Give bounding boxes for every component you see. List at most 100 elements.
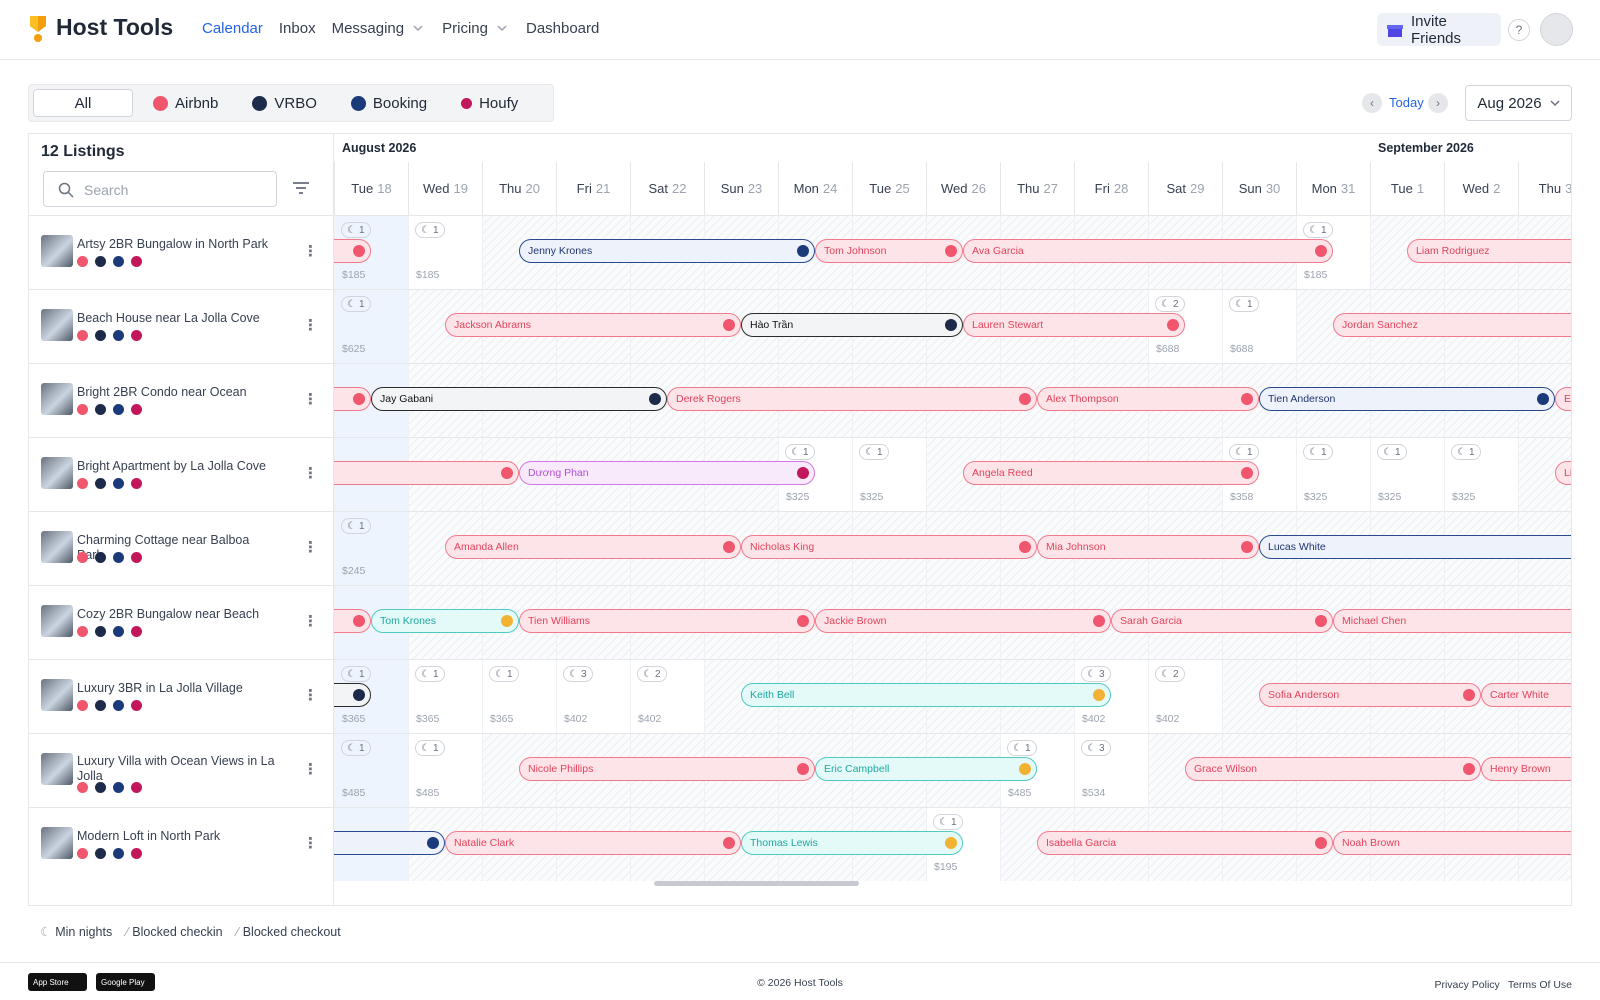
nav-item[interactable]: Dashboard	[525, 20, 600, 37]
moon-icon: ☾	[1235, 446, 1244, 458]
reservation[interactable]: Tom Johnson	[815, 239, 963, 263]
reservation[interactable]: Eric Campbell	[815, 757, 1037, 781]
day-cell[interactable]: ☾ 2 $402	[1148, 659, 1222, 733]
reservation[interactable]	[334, 683, 371, 707]
listing-menu[interactable]: ⋮	[303, 243, 318, 260]
day-cell[interactable]: ☾ 1 $365	[408, 659, 482, 733]
listing-menu[interactable]: ⋮	[303, 687, 318, 704]
scrollbar[interactable]	[654, 881, 859, 886]
filter-icon[interactable]	[292, 181, 310, 195]
listing-menu[interactable]: ⋮	[303, 539, 318, 556]
reservation[interactable]: Lauren Stewart	[963, 313, 1185, 337]
reservation[interactable]	[334, 239, 371, 263]
reservation[interactable]: Derek Rogers	[667, 387, 1037, 411]
reservation[interactable]: Lucas White	[1259, 535, 1571, 559]
day-cell[interactable]: ☾ 3 $534	[1074, 733, 1148, 807]
footer-link[interactable]: Terms Of Use	[1507, 979, 1572, 991]
google-play-badge[interactable]: Google Play	[96, 973, 155, 991]
listing-thumbnail	[41, 457, 73, 489]
prev-button[interactable]: ‹	[1362, 93, 1382, 113]
reservation[interactable]: Hào Trần	[741, 313, 963, 337]
day-cell[interactable]: ☾ 1 $485	[1000, 733, 1074, 807]
reservation[interactable]: Ava Garcia	[963, 239, 1333, 263]
day-cell[interactable]: ☾ 3 $402	[556, 659, 630, 733]
reservation[interactable]: Jenny Krones	[519, 239, 815, 263]
reservation[interactable]: Grace Wilson	[1185, 757, 1481, 781]
reservation[interactable]: Nicholas King	[741, 535, 1037, 559]
channel-icon	[723, 319, 735, 331]
guest-name: Derek Rogers	[676, 393, 741, 405]
reservation[interactable]	[334, 609, 371, 633]
price: $358	[1230, 491, 1254, 503]
reservation[interactable]: Natalie Clark	[445, 831, 741, 855]
tab[interactable]: All	[33, 89, 133, 117]
day-cell[interactable]: ☾ 2 $402	[630, 659, 704, 733]
nav-item[interactable]: Calendar	[202, 20, 263, 37]
nav-item[interactable]: Pricing	[442, 20, 510, 37]
tab[interactable]: Airbnb	[139, 89, 232, 117]
reservation[interactable]: Sofia Anderson	[1259, 683, 1481, 707]
avatar[interactable]	[1540, 13, 1573, 46]
day-cell[interactable]: ☾ 1 $325	[1296, 437, 1370, 511]
day-cell[interactable]: ☾ 1 $625	[334, 289, 408, 363]
day-cell[interactable]: ☾ 1 $325	[852, 437, 926, 511]
reservation[interactable]: Amanda Allen	[445, 535, 741, 559]
listing-menu[interactable]: ⋮	[303, 835, 318, 852]
reservation[interactable]: Michael Chen	[1333, 609, 1571, 633]
listing-menu[interactable]: ⋮	[303, 613, 318, 630]
reservation[interactable]: Thomas Lewis	[741, 831, 963, 855]
reservation[interactable]: Carter White	[1481, 683, 1571, 707]
nav-item[interactable]: Inbox	[278, 20, 316, 37]
reservation[interactable]: Henry Brown	[1481, 757, 1571, 781]
reservation[interactable]: Jordan Sanchez	[1333, 313, 1571, 337]
reservation[interactable]: Mia Johnson	[1037, 535, 1259, 559]
reservation[interactable]	[334, 387, 371, 411]
day-cell[interactable]: ☾ 1 $485	[334, 733, 408, 807]
month-select[interactable]: Aug 2026	[1465, 85, 1572, 121]
reservation[interactable]: Tom Krones	[371, 609, 519, 633]
price: $185	[1304, 269, 1328, 281]
reservation[interactable]: Jackie Brown	[815, 609, 1111, 633]
reservation[interactable]: Tien Anderson	[1259, 387, 1555, 411]
next-button[interactable]: ›	[1428, 93, 1448, 113]
min-nights-value: 1	[432, 742, 439, 754]
footer-link[interactable]: Privacy Policy	[1434, 979, 1500, 991]
listing-menu[interactable]: ⋮	[303, 465, 318, 482]
reservation[interactable]	[334, 831, 445, 855]
listing-menu[interactable]: ⋮	[303, 317, 318, 334]
listing-menu[interactable]: ⋮	[303, 761, 318, 778]
day-cell[interactable]: ☾ 1 $365	[482, 659, 556, 733]
reservation[interactable]: Isabella Garcia	[1037, 831, 1333, 855]
tab[interactable]: Houfy	[447, 89, 532, 117]
reservation[interactable]: Liam Rodriguez	[1407, 239, 1571, 263]
listing-menu[interactable]: ⋮	[303, 391, 318, 408]
day-cell[interactable]: ☾ 1 $245	[334, 511, 408, 585]
reservation[interactable]: Keith Bell	[741, 683, 1111, 707]
invite-button[interactable]: Invite Friends	[1377, 13, 1501, 47]
day-cell[interactable]: ☾ 1 $688	[1222, 289, 1296, 363]
day-cell[interactable]: ☾ 1 $185	[408, 215, 482, 289]
day-cell[interactable]: ☾ 1 $485	[408, 733, 482, 807]
reservation[interactable]	[334, 461, 519, 485]
reservation[interactable]: Nicole Phillips	[519, 757, 815, 781]
reservation[interactable]: Dương Phan	[519, 461, 815, 485]
reservation[interactable]: Li	[1555, 461, 1571, 485]
day-cell[interactable]: ☾ 1 $325	[1370, 437, 1444, 511]
reservation[interactable]: Noah Brown	[1333, 831, 1571, 855]
tab[interactable]: Booking	[337, 89, 441, 117]
reservation[interactable]: Jackson Abrams	[445, 313, 741, 337]
reservation[interactable]: Tien Williams	[519, 609, 815, 633]
tab[interactable]: VRBO	[238, 89, 331, 117]
reservation[interactable]: Et	[1555, 387, 1571, 411]
today-button[interactable]: Today	[1389, 95, 1424, 110]
reservation[interactable]: Alex Thompson	[1037, 387, 1259, 411]
reservation[interactable]: Sarah Garcia	[1111, 609, 1333, 633]
nav-item[interactable]: Messaging	[332, 20, 427, 37]
day-cell[interactable]: ☾ 1 $325	[1444, 437, 1518, 511]
reservation[interactable]: Angela Reed	[963, 461, 1259, 485]
search-box[interactable]: Search	[43, 171, 277, 207]
moon-icon: ☾	[421, 224, 430, 236]
help-button[interactable]: ?	[1508, 19, 1530, 41]
reservation[interactable]: Jay Gabani	[371, 387, 667, 411]
app-store-badge[interactable]: App Store	[28, 973, 87, 991]
